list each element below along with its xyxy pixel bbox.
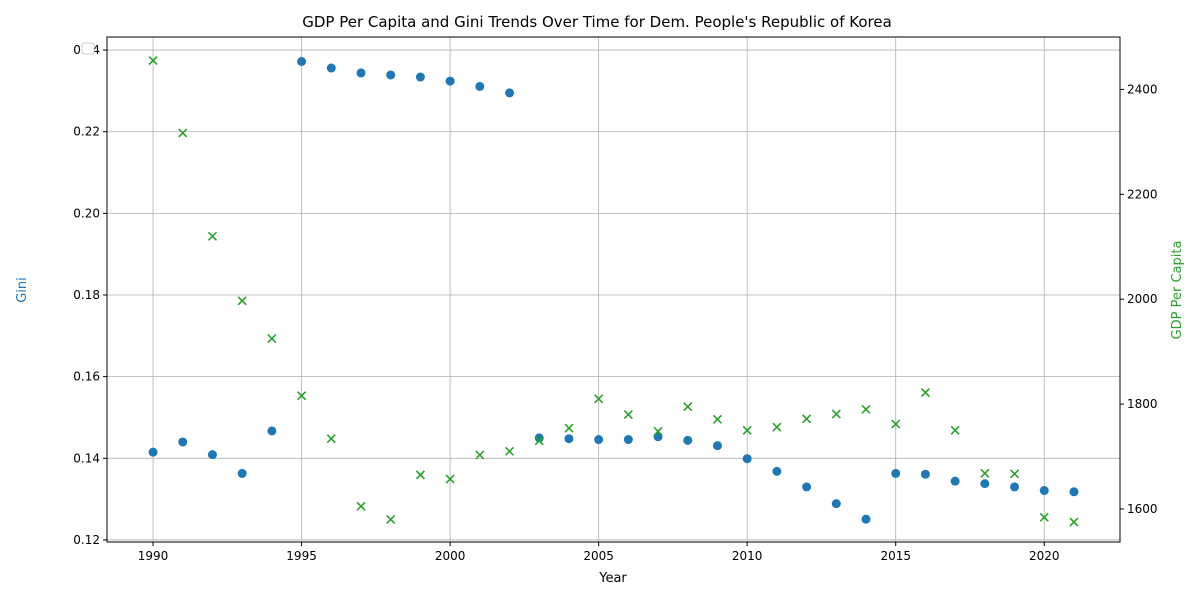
gdp-point — [772, 422, 782, 432]
gini-point — [1010, 482, 1020, 492]
right-y-tick-label: 1800 — [1127, 397, 1158, 411]
gdp-point — [148, 56, 158, 66]
gini-point — [564, 434, 574, 444]
x-tick-label: 1995 — [286, 549, 317, 563]
gini-point — [712, 441, 722, 451]
gdp-point — [356, 501, 366, 511]
chart-title: GDP Per Capita and Gini Trends Over Time… — [302, 13, 892, 31]
gini-point — [534, 433, 544, 443]
right-y-axis-label: GDP Per Capita — [1170, 241, 1185, 340]
gdp-point — [297, 391, 307, 401]
left-y-tick-label: 0.14 — [73, 451, 100, 465]
gini-point — [207, 450, 217, 460]
gini-point — [1069, 487, 1079, 497]
gini-point — [772, 466, 782, 476]
gini-point — [742, 454, 752, 464]
gdp-point — [207, 231, 218, 241]
gdp-point — [861, 404, 871, 414]
gdp-point — [623, 410, 633, 420]
gdp-point — [178, 128, 188, 138]
gini-point — [891, 468, 901, 478]
gini-point — [475, 81, 485, 91]
x-tick-label: 2000 — [435, 549, 466, 563]
gdp-point — [1039, 512, 1049, 522]
gini-point — [1039, 486, 1049, 496]
gdp-point — [386, 514, 396, 525]
gini-point — [386, 70, 396, 80]
gini-series — [148, 56, 1079, 524]
right-y-tick-label: 2200 — [1127, 187, 1158, 201]
x-axis-label: Year — [598, 571, 627, 586]
gdp-point — [237, 296, 247, 306]
gini-point — [594, 435, 604, 445]
gini-point — [980, 479, 990, 489]
right-y-tick-label: 2400 — [1127, 82, 1158, 96]
gdp-per-capita-series — [148, 56, 1079, 527]
gini-point — [920, 469, 930, 479]
plot-frame — [106, 36, 1121, 543]
gini-point — [802, 482, 812, 492]
gini-point — [178, 437, 188, 447]
gini-point — [148, 447, 158, 457]
gini-point — [356, 68, 366, 78]
gdp-point — [1009, 469, 1020, 479]
gdp-point — [534, 436, 544, 446]
gini-point — [861, 514, 871, 524]
x-tick-label: 2020 — [1029, 549, 1060, 563]
empty-legend-box — [81, 42, 95, 55]
gdp-point — [504, 446, 515, 456]
gini-point — [623, 435, 633, 445]
gdp-point — [475, 450, 485, 460]
gini-point — [445, 76, 455, 86]
gdp-point — [653, 426, 663, 436]
gini-point — [297, 56, 307, 66]
left-y-tick-label: 0.12 — [73, 533, 100, 547]
right-y-axis-ticks: 1600 1800 2000 2200 2400 — [1120, 82, 1158, 516]
gdp-point — [920, 387, 930, 398]
gini-point — [415, 72, 425, 82]
gini-point — [326, 63, 336, 73]
gdp-point — [683, 402, 693, 412]
gdp-point — [1069, 517, 1079, 527]
gdp-point — [712, 414, 723, 424]
gini-point — [267, 426, 277, 436]
gdp-point — [950, 425, 960, 435]
gini-point — [683, 435, 693, 445]
left-y-axis-label: Gini — [15, 277, 30, 303]
gdp-point — [445, 474, 455, 484]
gdp-point — [594, 394, 604, 404]
gini-point — [831, 499, 841, 509]
left-y-tick-label: 0.22 — [73, 125, 100, 139]
left-y-tick-label: 0.16 — [73, 370, 100, 384]
gdp-point — [415, 470, 425, 480]
left-y-tick-label: 0.20 — [73, 206, 100, 220]
x-tick-label: 2010 — [732, 549, 763, 563]
gdp-point — [267, 333, 277, 344]
x-tick-label: 1990 — [138, 549, 169, 563]
x-tick-label: 2005 — [583, 549, 614, 563]
gini-point — [237, 468, 247, 478]
gini-point — [505, 88, 515, 98]
gdp-point — [891, 419, 901, 429]
gini-point — [950, 476, 960, 486]
gdp-point — [326, 434, 336, 444]
right-y-tick-label: 2000 — [1127, 292, 1158, 306]
grid-lines — [107, 37, 1120, 542]
gdp-point — [742, 425, 752, 435]
x-axis-ticks: 1990 1995 2000 2005 2010 2015 2020 — [138, 542, 1060, 563]
x-tick-label: 2015 — [880, 549, 911, 563]
gdp-point — [564, 423, 574, 433]
gdp-point — [980, 468, 990, 478]
gdp-point — [802, 414, 812, 424]
left-y-tick-label: 0.18 — [73, 288, 100, 302]
gdp-point — [831, 409, 841, 419]
right-y-tick-label: 1600 — [1127, 502, 1158, 516]
